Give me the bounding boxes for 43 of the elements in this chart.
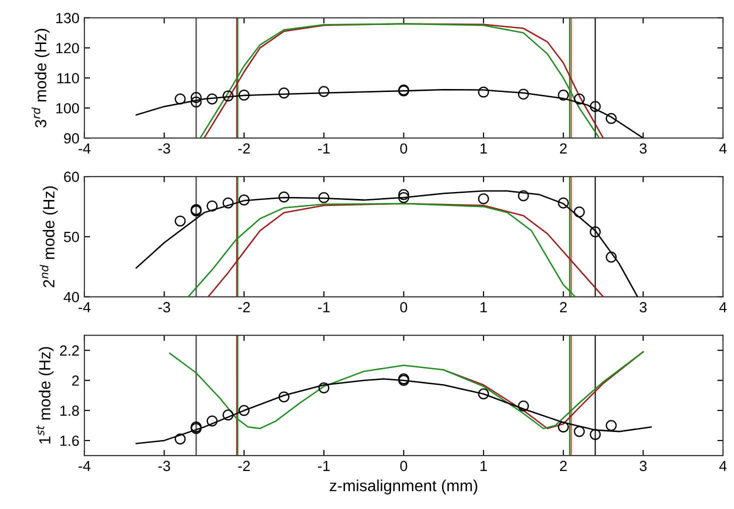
x-tick-label: -3 [158, 460, 170, 472]
y-tick-label: 100 [56, 103, 79, 114]
x-tick-label: 3 [640, 143, 647, 154]
x-tick-label: 2 [560, 302, 567, 312]
y-tick-label: 40 [64, 292, 79, 302]
x-tick-label: 1 [480, 143, 487, 154]
y-axis-title: 1$^{st}$ mode (Hz) [36, 347, 54, 444]
y-tick-label: 2 [72, 375, 79, 386]
x-tick-label: 4 [719, 143, 727, 154]
y-tick-label: 120 [56, 42, 79, 54]
y-tick-label: 50 [64, 232, 79, 242]
x-tick-label: 3 [640, 460, 647, 472]
x-tick-label: 2 [560, 460, 567, 471]
x-tick-label: 0 [400, 302, 408, 312]
y-axis-title: 3$^{rd}$ mode (Hz) [32, 28, 50, 128]
x-tick-label: -4 [78, 460, 90, 471]
x-tick-label: -3 [158, 143, 170, 154]
x-tick-label: 3 [640, 302, 647, 312]
y-tick-label: 90 [64, 133, 79, 144]
y-tick-label: 60 [64, 172, 79, 182]
x-axis-title: z-misalignment (mm) [330, 480, 478, 494]
x-tick-label: -1 [318, 302, 330, 312]
y-tick-label: 2.2 [60, 345, 79, 356]
x-tick-label: 4 [719, 302, 727, 312]
y-axis-title: 2$^{nd}$ mode (Hz) [40, 186, 58, 288]
x-tick-label: 0 [400, 460, 408, 472]
x-tick-label: -3 [158, 302, 170, 312]
x-tick-label: -2 [238, 302, 250, 312]
x-tick-label: -4 [78, 143, 90, 154]
x-tick-label: -2 [238, 460, 250, 471]
y-tick-label: 1.6 [60, 436, 79, 446]
x-tick-label: -1 [318, 143, 330, 154]
x-tick-label: -1 [318, 460, 330, 471]
x-tick-label: -4 [78, 302, 90, 312]
y-tick-label: 1.8 [60, 406, 79, 416]
x-tick-label: 2 [560, 143, 567, 154]
y-tick-label: 110 [57, 73, 79, 84]
x-tick-label: 1 [480, 460, 487, 471]
y-tick-label: 130 [56, 12, 79, 24]
x-tick-label: -2 [238, 143, 250, 154]
x-tick-label: 1 [480, 302, 487, 312]
x-tick-label: 0 [400, 143, 408, 154]
x-tick-label: 4 [719, 460, 727, 471]
